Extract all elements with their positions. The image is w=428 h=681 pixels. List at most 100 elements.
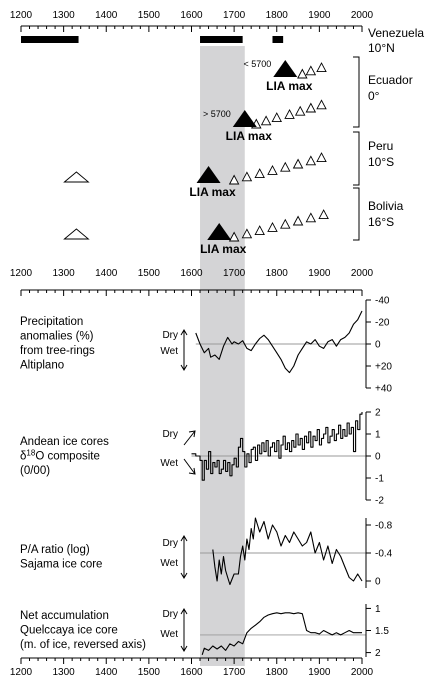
- moraine-triangle: [280, 218, 291, 229]
- moraine-triangle: [318, 209, 329, 220]
- panel-4-y-tick-label: 2: [375, 648, 381, 659]
- moraine-triangle: [305, 155, 317, 166]
- panel-3-series-line: [212, 517, 363, 586]
- panel-4-y-tick-label: 1: [375, 604, 381, 615]
- panel-1-dry-label: Dry: [162, 330, 178, 341]
- top-x-tick-label: 1200: [10, 10, 33, 21]
- panel-1-y-tick-label: +40: [375, 384, 392, 395]
- panel-2-y-tick-label: -1: [375, 474, 384, 485]
- panel-1-label-line: Precipitation: [20, 316, 83, 328]
- panel-3-label-line: P/A ratio (log): [20, 544, 90, 556]
- mid-x-tick-label: 1600: [180, 268, 203, 279]
- panel-3-dry-wet-arrow-head-bottom: [180, 572, 188, 579]
- moraine-triangle: [241, 228, 253, 239]
- panel-1-y-tick-label: -40: [375, 296, 390, 307]
- bottom-x-tick-label: 2000: [351, 667, 374, 678]
- panel-3-label-line: Sajama ice core: [20, 559, 102, 571]
- panel-4-label-line: Net accumulation: [20, 610, 109, 622]
- panel-2-label-line: Andean ice cores: [20, 436, 109, 448]
- panel-2-diag-arrow-up: [183, 430, 196, 446]
- panel-2-label-line: (0/00): [20, 465, 50, 477]
- panel-2-y-tick-label: 0: [375, 452, 381, 463]
- panel-1-y-tick-label: -20: [375, 318, 390, 329]
- moraine-triangle: [316, 62, 327, 73]
- moraine-triangle: [228, 174, 240, 185]
- panel-4-label-line: Quelccaya ice core: [20, 625, 118, 637]
- panel-1-series-line: [195, 310, 363, 374]
- panel-3-dry-wet-arrow-head-top: [180, 535, 188, 542]
- panel-3-wet-label: Wet: [160, 558, 178, 569]
- lia-max-triangle: [207, 223, 232, 240]
- top-x-tick-label: 1900: [308, 10, 331, 21]
- mid-x-tick-label: 1400: [95, 268, 118, 279]
- mid-x-tick-label: 2000: [351, 268, 374, 279]
- moraine-triangle: [260, 115, 272, 126]
- bottom-x-tick-label: 1300: [53, 667, 76, 678]
- panel-4-dry-wet-arrow-head-top: [180, 608, 188, 615]
- region-venezuela: Venezuela: [368, 26, 424, 40]
- moraine-triangle: [294, 105, 306, 116]
- mid-x-tick-label: 1500: [138, 268, 161, 279]
- panel-2-y-tick-label: 1: [375, 430, 381, 441]
- lia-max-triangle: [232, 110, 257, 127]
- panel-1-dry-wet-arrow-head-top: [180, 329, 188, 336]
- lia-max-triangle: [273, 60, 298, 77]
- panel-1-y-tick-label: +20: [375, 362, 392, 373]
- top-x-tick-label: 1400: [95, 10, 118, 21]
- panel-2-y-tick-label: -2: [375, 496, 384, 507]
- bottom-x-tick-label: 1800: [266, 667, 289, 678]
- panel-2-diag-arrow-up-head: [188, 430, 196, 438]
- panel-4-dry-label: Dry: [162, 609, 178, 620]
- top-x-tick-label: 2000: [351, 10, 374, 21]
- panel-2-dry-label: Dry: [162, 429, 178, 440]
- venezuela-bar: [21, 36, 79, 43]
- panel-2-y-tick-label: 2: [375, 408, 381, 419]
- lia-max-label: LIA max: [226, 129, 273, 143]
- moraine-triangle: [316, 99, 327, 110]
- moraine-triangle: [305, 212, 317, 223]
- panel-4-label-line: (m. of ice, reversed axis): [20, 639, 146, 651]
- top-x-tick-label: 1300: [53, 10, 76, 21]
- elevation-label: > 5700: [203, 109, 231, 119]
- mid-x-tick-label: 1900: [308, 268, 331, 279]
- panel-1-dry-wet-arrow-head-bottom: [180, 364, 188, 371]
- early-moraine-triangle: [63, 171, 90, 183]
- top-x-tick-label: 1500: [138, 10, 161, 21]
- region-lat: 0°: [368, 89, 380, 103]
- moraine-triangle: [241, 171, 253, 182]
- region-name: Peru: [368, 139, 393, 153]
- bottom-x-tick-label: 1900: [308, 667, 331, 678]
- region-bracket: [353, 187, 360, 241]
- panel-4-y-tick-label: 1.5: [375, 626, 389, 637]
- lia-max-label: LIA max: [266, 79, 313, 93]
- region-bracket: [353, 56, 360, 128]
- top-x-tick-label: 1700: [223, 10, 246, 21]
- bottom-x-tick-label: 1400: [95, 667, 118, 678]
- elevation-label: < 5700: [243, 59, 271, 69]
- panel-4-dry-wet-arrow-head-bottom: [180, 645, 188, 652]
- moraine-triangle: [292, 215, 304, 226]
- moraine-triangle: [316, 152, 327, 163]
- moraine-triangle: [271, 112, 282, 123]
- mid-x-tick-label: 1800: [266, 268, 289, 279]
- panel-2-diag-arrow-down-head: [188, 467, 196, 475]
- top-x-tick-label: 1800: [266, 10, 289, 21]
- panel-1-label-line: Altiplano: [20, 360, 64, 372]
- panel-2-wet-label: Wet: [160, 458, 178, 469]
- moraine-triangle: [305, 65, 317, 76]
- panel-3-y-tick-label: -0.8: [375, 521, 393, 532]
- region-venezuela-lat: 10°N: [368, 41, 395, 55]
- lia-max-label: LIA max: [200, 242, 247, 256]
- bottom-x-tick-label: 1600: [180, 667, 203, 678]
- panel-3-y-tick-label: 0: [375, 577, 381, 588]
- lia-max-triangle: [196, 166, 221, 183]
- panel-1-y-tick-label: 0: [375, 340, 381, 351]
- region-name: Ecuador: [368, 73, 413, 87]
- panel-3-dry-label: Dry: [162, 538, 178, 549]
- moraine-triangle: [254, 168, 265, 179]
- mid-x-tick-label: 1200: [10, 268, 33, 279]
- bottom-x-tick-label: 1500: [138, 667, 161, 678]
- early-moraine-triangle: [63, 228, 90, 240]
- region-name: Bolivia: [368, 199, 404, 213]
